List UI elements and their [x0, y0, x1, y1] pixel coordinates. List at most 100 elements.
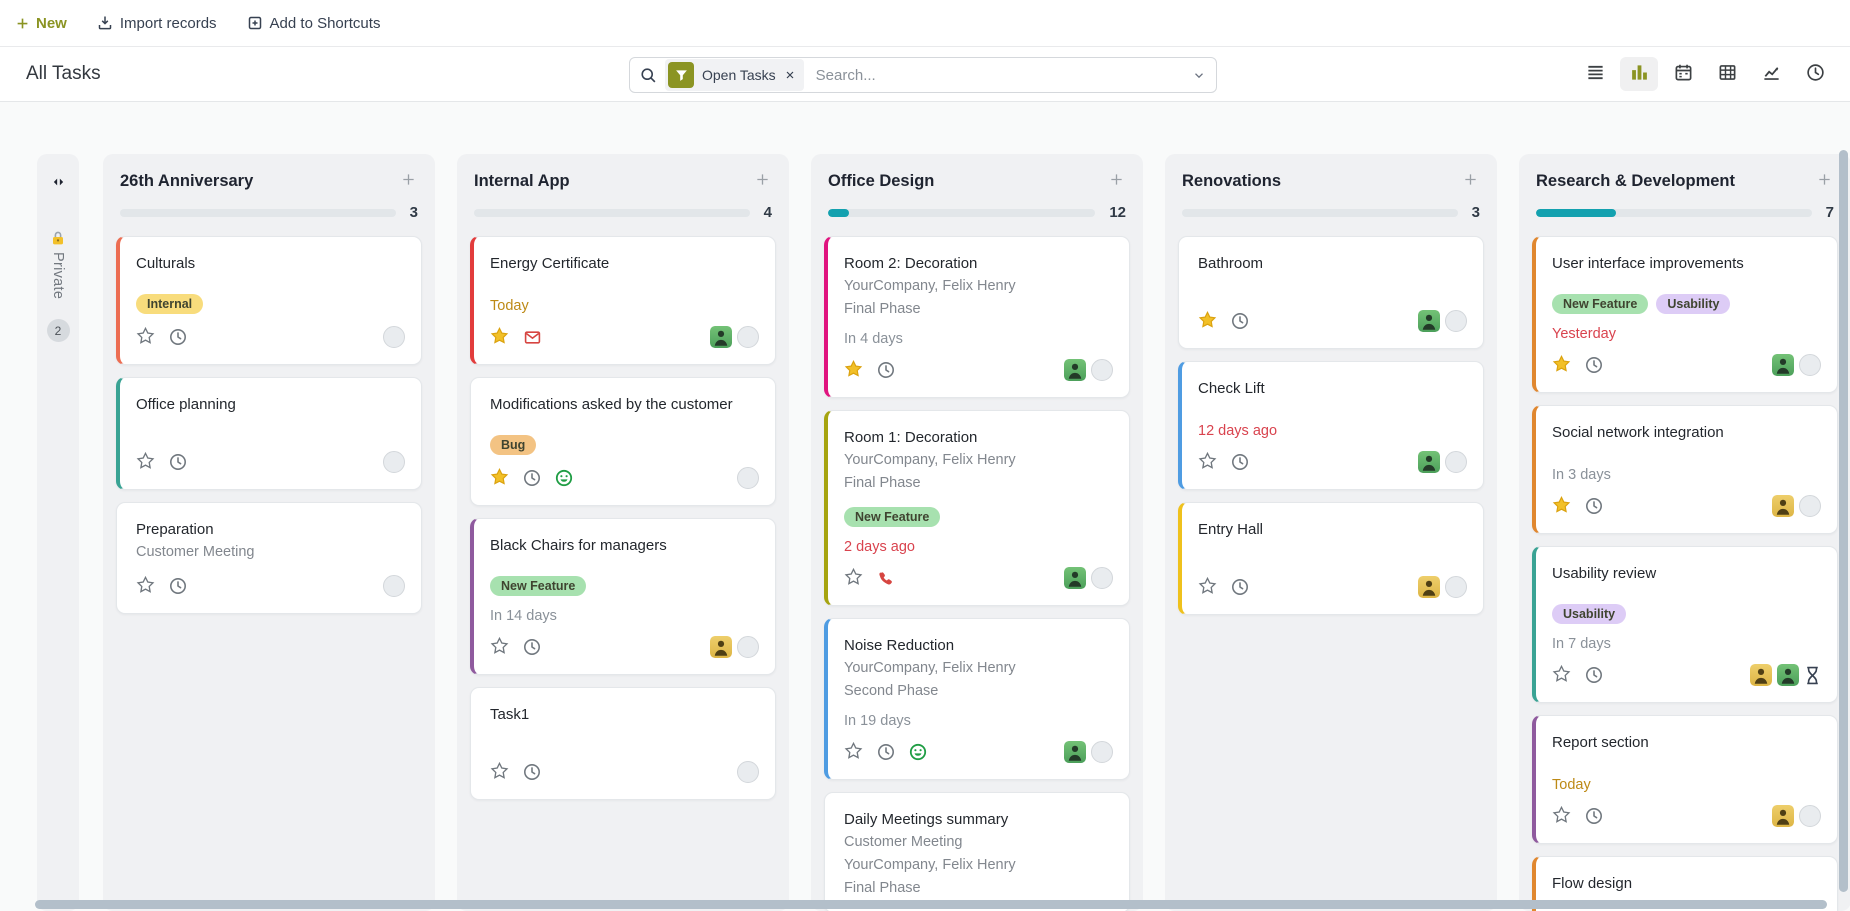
smiley-icon[interactable]: [555, 469, 573, 487]
kanban-card[interactable]: Noise Reduction YourCompany, Felix Henry S…: [824, 618, 1130, 781]
priority-star-button[interactable]: [844, 567, 863, 589]
column-progress-bar[interactable]: [474, 208, 750, 217]
clock-icon[interactable]: [1585, 807, 1603, 825]
kanban-card[interactable]: Energy Certificate Today: [470, 236, 776, 365]
priority-star-button[interactable]: [490, 326, 509, 348]
clock-icon[interactable]: [1231, 578, 1249, 596]
assignee-avatar-green[interactable]: [1418, 451, 1440, 473]
assign-user-placeholder[interactable]: [1445, 451, 1467, 473]
assignee-avatar-green[interactable]: [1772, 354, 1794, 376]
smiley-icon[interactable]: [909, 743, 927, 761]
assignee-avatar-yellow[interactable]: [710, 636, 732, 658]
clock-icon[interactable]: [169, 577, 187, 595]
clock-icon[interactable]: [523, 638, 541, 656]
kanban-card[interactable]: Culturals Internal: [116, 236, 422, 365]
kanban-card[interactable]: Office planning: [116, 377, 422, 490]
assignee-avatar-yellow[interactable]: [1772, 495, 1794, 517]
column-progress-bar[interactable]: [828, 208, 1096, 217]
assignee-avatar-yellow[interactable]: [1418, 576, 1440, 598]
assignee-avatar-green[interactable]: [1064, 741, 1086, 764]
priority-star-button[interactable]: [1198, 576, 1217, 598]
assignee-avatar-green[interactable]: [1418, 310, 1440, 332]
add-card-button[interactable]: [1815, 170, 1834, 192]
assign-user-placeholder[interactable]: [383, 326, 405, 348]
assign-user-placeholder[interactable]: [383, 451, 405, 473]
assign-user-placeholder[interactable]: [1091, 741, 1113, 764]
add-card-button[interactable]: [399, 170, 418, 192]
kanban-view-button[interactable]: [1620, 57, 1658, 91]
clock-icon[interactable]: [1585, 497, 1603, 515]
priority-star-button[interactable]: [490, 636, 509, 658]
clock-icon[interactable]: [1231, 453, 1249, 471]
horizontal-scrollbar[interactable]: [35, 900, 1827, 909]
assignee-avatar-yellow[interactable]: [1750, 664, 1772, 686]
kanban-card[interactable]: Report section Today: [1532, 715, 1838, 844]
list-view-button[interactable]: [1576, 57, 1614, 91]
assign-user-placeholder[interactable]: [1445, 310, 1467, 332]
priority-star-button[interactable]: [1198, 310, 1217, 332]
priority-star-button[interactable]: [844, 741, 863, 763]
priority-star-button[interactable]: [1198, 451, 1217, 473]
assign-user-placeholder[interactable]: [1091, 567, 1113, 590]
kanban-card[interactable]: Entry Hall: [1178, 502, 1484, 615]
kanban-card[interactable]: Preparation Customer Meeting: [116, 502, 422, 614]
priority-star-button[interactable]: [1552, 354, 1571, 376]
import-records-button[interactable]: Import records: [97, 15, 217, 32]
assignee-avatar-green[interactable]: [710, 326, 732, 348]
priority-star-button[interactable]: [490, 761, 509, 783]
clock-icon[interactable]: [169, 328, 187, 346]
clock-icon[interactable]: [1231, 312, 1249, 330]
assign-user-placeholder[interactable]: [1445, 576, 1467, 598]
assign-user-placeholder[interactable]: [737, 761, 759, 783]
column-progress-bar[interactable]: [120, 208, 396, 217]
assign-user-placeholder[interactable]: [1799, 354, 1821, 376]
calendar-view-button[interactable]: [1664, 57, 1702, 91]
kanban-card[interactable]: Room 1: Decoration YourCompany, Felix Hen…: [824, 410, 1130, 607]
assign-user-placeholder[interactable]: [1799, 495, 1821, 517]
clock-icon[interactable]: [1585, 356, 1603, 374]
kanban-card[interactable]: Modifications asked by the customer Bug: [470, 377, 776, 506]
phone-icon[interactable]: [877, 570, 894, 587]
kanban-card[interactable]: Check Lift 12 days ago: [1178, 361, 1484, 490]
priority-star-button[interactable]: [1552, 664, 1571, 686]
assignee-avatar-green[interactable]: [1777, 664, 1799, 686]
add-to-shortcuts-button[interactable]: Add to Shortcuts: [247, 15, 380, 32]
pivot-view-button[interactable]: [1708, 57, 1746, 91]
add-card-button[interactable]: [1107, 170, 1126, 192]
column-progress-bar[interactable]: [1536, 208, 1812, 217]
priority-star-button[interactable]: [844, 359, 863, 381]
search-bar[interactable]: Open Tasks: [629, 57, 1217, 93]
kanban-card[interactable]: Task1: [470, 687, 776, 800]
add-card-button[interactable]: [1461, 170, 1480, 192]
chevron-down-icon[interactable]: [1192, 68, 1206, 82]
clock-icon[interactable]: [523, 469, 541, 487]
assign-user-placeholder[interactable]: [383, 574, 405, 597]
kanban-card[interactable]: Bathroom: [1178, 236, 1484, 349]
kanban-card[interactable]: Usability review Usability In 7 days: [1532, 546, 1838, 703]
kanban-card[interactable]: Room 2: Decoration YourCompany, Felix Hen…: [824, 236, 1130, 399]
priority-star-button[interactable]: [136, 575, 155, 597]
assignee-avatar-green[interactable]: [1064, 359, 1086, 382]
priority-star-button[interactable]: [1552, 495, 1571, 517]
column-progress-bar[interactable]: [1182, 208, 1458, 217]
assign-user-placeholder[interactable]: [737, 467, 759, 489]
kanban-card[interactable]: Daily Meetings summary Customer Meeting Yo…: [824, 792, 1130, 911]
kanban-card[interactable]: Black Chairs for managers New Feature In 1…: [470, 518, 776, 675]
assignee-avatar-yellow[interactable]: [1772, 805, 1794, 827]
kanban-card[interactable]: Social network integration In 3 days: [1532, 405, 1838, 534]
clock-icon[interactable]: [523, 763, 541, 781]
kanban-card[interactable]: User interface improvements New Feature Us…: [1532, 236, 1838, 393]
add-card-button[interactable]: [753, 170, 772, 192]
graph-view-button[interactable]: [1752, 57, 1790, 91]
vertical-scrollbar[interactable]: [1839, 150, 1848, 892]
private-group-rail[interactable]: Private 2: [37, 154, 79, 911]
expand-group-button[interactable]: [51, 176, 66, 188]
new-button[interactable]: New: [16, 15, 67, 32]
assignee-avatar-green[interactable]: [1064, 567, 1086, 590]
assign-user-placeholder[interactable]: [737, 326, 759, 348]
assign-user-placeholder[interactable]: [1799, 805, 1821, 827]
priority-star-button[interactable]: [490, 467, 509, 489]
clock-icon[interactable]: [169, 453, 187, 471]
assign-user-placeholder[interactable]: [737, 636, 759, 658]
clock-icon[interactable]: [877, 743, 895, 761]
